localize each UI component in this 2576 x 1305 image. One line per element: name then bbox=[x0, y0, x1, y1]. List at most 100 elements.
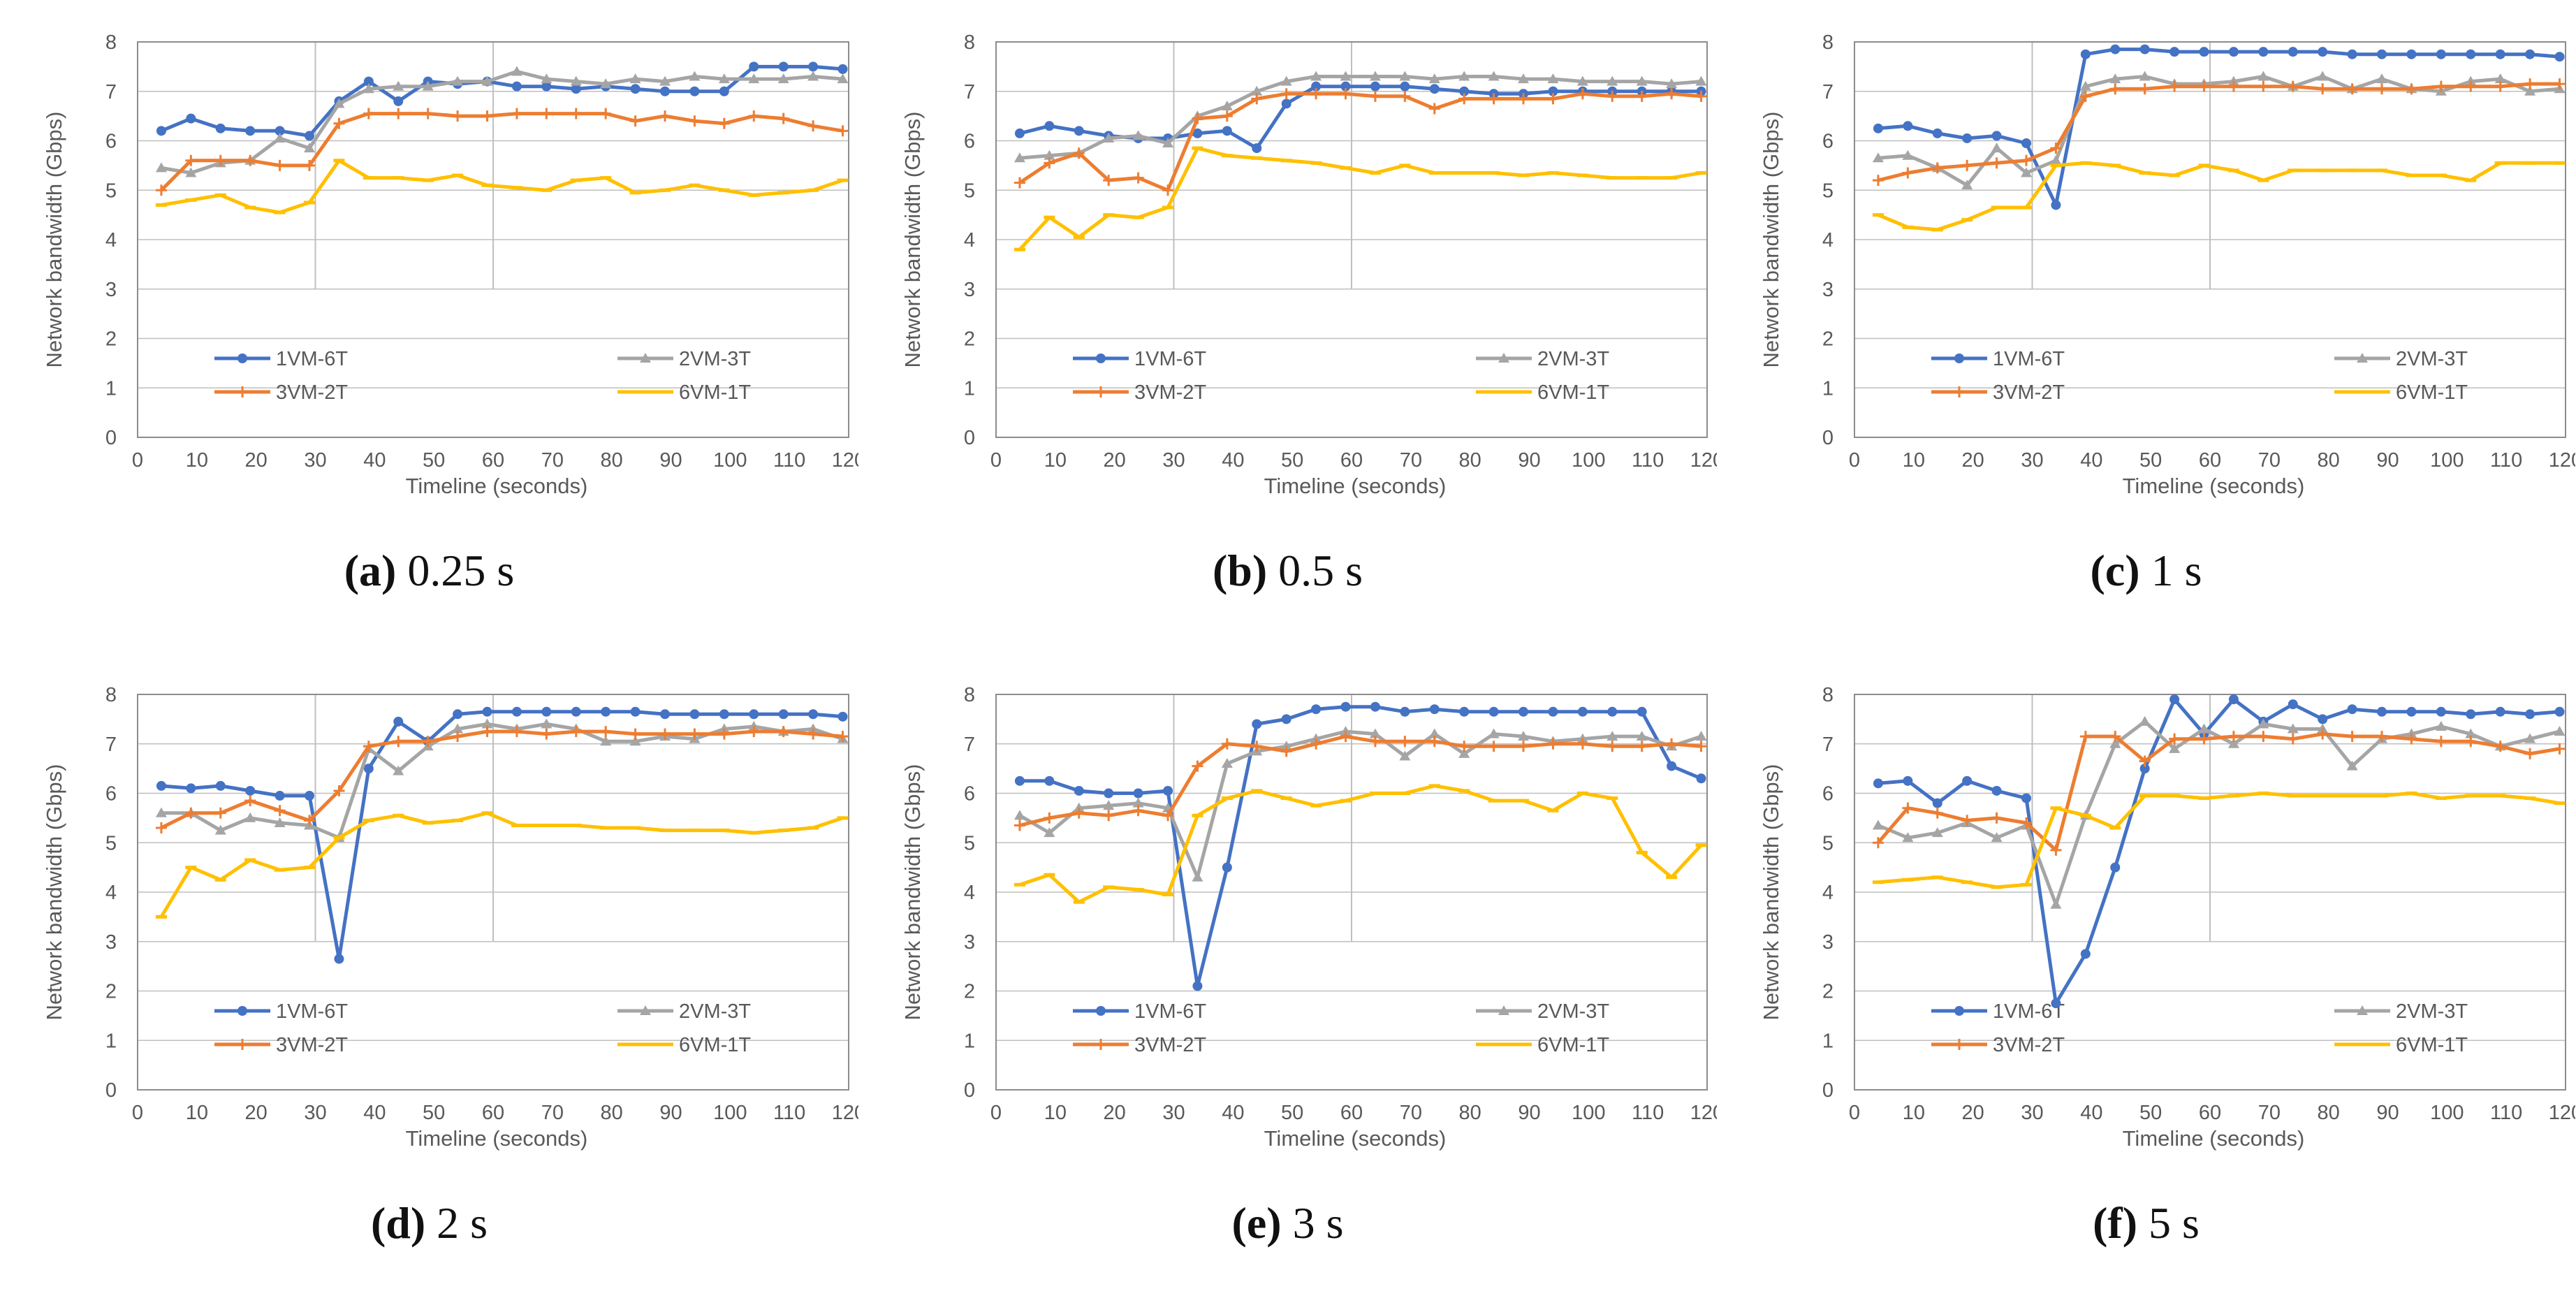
data-point bbox=[2524, 796, 2536, 801]
data-point bbox=[1370, 701, 1380, 712]
y-tick-label: 1 bbox=[1822, 377, 1834, 400]
series-1vm-6t bbox=[156, 61, 848, 141]
x-tick-label: 110 bbox=[773, 449, 805, 472]
legend-label: 2VM-3T bbox=[679, 348, 751, 370]
data-point bbox=[1280, 88, 1292, 100]
data-point bbox=[1044, 775, 1055, 786]
data-point bbox=[1221, 796, 1233, 801]
data-point bbox=[1695, 741, 1707, 752]
caption-d: (d) 2 s bbox=[0, 1197, 858, 1249]
data-point bbox=[808, 61, 819, 72]
data-point bbox=[1577, 706, 1588, 717]
x-tick-label: 70 bbox=[2258, 1102, 2281, 1124]
x-tick-label: 120 bbox=[2549, 1102, 2575, 1124]
data-point bbox=[1014, 775, 1025, 786]
data-point bbox=[2198, 80, 2210, 92]
data-point bbox=[422, 178, 434, 182]
data-point bbox=[2079, 731, 2091, 743]
data-point bbox=[363, 108, 374, 119]
data-point bbox=[1636, 75, 1648, 86]
data-point bbox=[2169, 173, 2181, 177]
data-point bbox=[689, 71, 701, 81]
data-point bbox=[452, 818, 464, 822]
data-point bbox=[2436, 706, 2446, 717]
x-tick-label: 90 bbox=[1518, 1102, 1540, 1124]
data-point bbox=[2051, 200, 2061, 210]
data-point bbox=[1458, 789, 1470, 793]
x-axis-title: Timeline (seconds) bbox=[406, 474, 588, 498]
y-tick-label: 2 bbox=[105, 981, 117, 1003]
y-axis-title: Network bandwidth (Gbps) bbox=[42, 764, 66, 1021]
legend-marker bbox=[1096, 353, 1106, 363]
y-tick-label: 7 bbox=[105, 734, 117, 756]
data-point bbox=[2287, 794, 2299, 798]
legend-marker bbox=[1954, 1039, 1965, 1050]
data-point bbox=[2227, 75, 2239, 86]
data-point bbox=[660, 709, 671, 720]
data-point bbox=[2524, 161, 2536, 165]
data-point bbox=[1459, 706, 1470, 717]
data-point bbox=[511, 726, 522, 738]
chart-c: 0123456780102030405060708090100110120Tim… bbox=[1759, 31, 2575, 498]
data-point bbox=[1162, 184, 1174, 196]
data-point bbox=[541, 188, 552, 192]
y-tick-label: 0 bbox=[964, 427, 975, 449]
legend-item-6vm-1t: 6VM-1T bbox=[1476, 381, 1609, 404]
data-point bbox=[2050, 806, 2062, 810]
data-point bbox=[1458, 170, 1470, 175]
data-point bbox=[2554, 52, 2565, 62]
x-tick-label: 0 bbox=[1849, 449, 1860, 472]
data-point bbox=[1340, 88, 1352, 100]
x-tick-label: 50 bbox=[2139, 449, 2162, 472]
caption-a: (a) 0.25 s bbox=[0, 545, 858, 597]
series-line bbox=[1018, 146, 1702, 251]
data-point bbox=[2554, 78, 2566, 90]
data-point bbox=[2376, 73, 2388, 84]
legend-item-3vm-2t: 3VM-2T bbox=[1073, 381, 1206, 404]
data-point bbox=[1280, 75, 1292, 86]
data-point bbox=[2494, 161, 2506, 165]
data-point bbox=[1192, 760, 1203, 772]
data-point bbox=[2376, 83, 2388, 95]
data-point bbox=[1961, 815, 1973, 826]
data-point bbox=[304, 866, 316, 870]
data-point bbox=[1370, 81, 1380, 92]
chart-b: 0123456780102030405060708090100110120Tim… bbox=[900, 31, 1717, 498]
data-point bbox=[2554, 706, 2565, 717]
data-point bbox=[778, 709, 789, 720]
data-point bbox=[1013, 819, 1025, 831]
data-point bbox=[2199, 47, 2209, 57]
data-point bbox=[1607, 75, 1618, 86]
series-6vm-1t bbox=[1872, 792, 2566, 889]
data-point bbox=[629, 115, 641, 127]
x-tick-label: 100 bbox=[713, 1102, 747, 1124]
data-point bbox=[245, 785, 256, 796]
data-point bbox=[2347, 49, 2357, 59]
data-point bbox=[2377, 706, 2387, 717]
data-point bbox=[1132, 172, 1144, 184]
data-point bbox=[2495, 706, 2505, 717]
series-line bbox=[1019, 75, 1702, 160]
data-point bbox=[333, 117, 345, 129]
x-tick-label: 30 bbox=[1162, 1102, 1185, 1124]
data-point bbox=[1872, 152, 1884, 163]
x-axis-title: Timeline (seconds) bbox=[406, 1126, 588, 1151]
series-3vm-2t bbox=[1013, 731, 1707, 831]
data-point bbox=[2494, 794, 2506, 798]
data-point bbox=[511, 823, 522, 827]
data-point bbox=[2346, 83, 2358, 95]
x-tick-label: 120 bbox=[1690, 449, 1717, 472]
data-point bbox=[1013, 247, 1025, 251]
legend-label: 1VM-6T bbox=[276, 1000, 348, 1023]
series-line bbox=[1878, 792, 2560, 889]
y-tick-label: 1 bbox=[964, 1030, 975, 1052]
x-tick-label: 30 bbox=[1162, 449, 1185, 472]
data-point bbox=[2258, 47, 2269, 57]
x-tick-label: 10 bbox=[186, 1102, 208, 1124]
data-point bbox=[2169, 80, 2181, 92]
legend-item-3vm-2t: 3VM-2T bbox=[1073, 1034, 1206, 1056]
data-point bbox=[1311, 81, 1322, 92]
y-tick-label: 2 bbox=[1822, 981, 1834, 1003]
data-point bbox=[2466, 709, 2476, 720]
data-point bbox=[1251, 156, 1263, 160]
